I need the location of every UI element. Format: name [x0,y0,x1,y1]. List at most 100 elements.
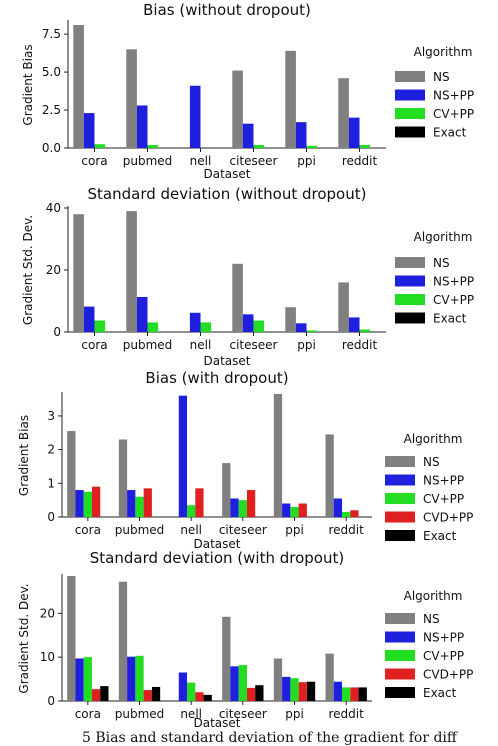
bar-cv-pp-pubmed [147,322,159,332]
bar-ns-ppi [273,394,283,517]
chart-title: Standard deviation (without dropout) [88,185,367,203]
bar-cv-pp-nell [187,682,196,701]
bar-ns-reddit [325,653,334,701]
legend-label: CV+PP [433,293,474,307]
chart-title: Bias (without dropout) [143,1,311,19]
bar-exact-citeseer [255,685,264,701]
legend-label: NS+PP [423,631,464,645]
bar-ns-pp-citeseer [230,498,239,517]
bar-ns-pp-ppi [295,323,307,332]
bar-cv-pp-citeseer [238,500,247,517]
legend-swatch [395,108,425,119]
legend-label: NS [433,70,450,84]
x-tick-label: cora [81,338,107,352]
bar-cvd-pp-nell [195,692,204,701]
bar-ns-pp-cora [83,113,95,148]
bar-ns-pp-citeseer [242,314,254,332]
bar-ns-pp-nell [178,395,188,517]
chart-panel: Bias (with dropout) 0 1 2 3 Gradient Bias cora… [17,369,473,551]
bar-cvd-pp-reddit [350,687,359,701]
chart-title: Standard deviation (with dropout) [90,549,344,567]
bar-ns-cora [73,25,84,148]
legend-label: NS+PP [423,474,464,488]
bar-ns-cora [67,576,76,701]
legend-label: NS [423,612,440,626]
legend-title: Algorithm [404,432,463,446]
bar-ns-pp-reddit [333,498,343,517]
legend-title: Algorithm [414,45,473,59]
x-tick-label: pubmed [115,707,165,721]
legend-swatch [395,294,425,305]
legend-label: Exact [433,312,467,326]
legend-swatch [385,687,415,698]
x-tick-label: pubmed [123,154,173,168]
y-tick-label: 40 [46,201,61,215]
y-axis-label: Gradient Std. Dev. [17,583,31,693]
x-axis-label: Dataset [194,537,241,551]
y-tick-label: 20 [46,263,61,277]
bar-cv-pp-nell [187,505,196,517]
x-tick-label: pubmed [123,338,173,352]
bar-ns-pp-reddit [333,681,343,701]
bar-exact-nell [203,694,212,701]
x-axis-label: Dataset [204,354,251,368]
legend-swatch [385,668,415,680]
bar-ns-cora [67,431,76,517]
bar-exact-reddit [358,687,367,701]
chart-panel: Standard deviation (without dropout) 0 20 4… [21,185,474,368]
bar-ns-citeseer [232,263,243,332]
bar-cv-pp-ppi [306,145,318,148]
bar-cv-pp-pubmed [147,144,159,148]
y-tick-label: 2 [47,443,55,457]
x-tick-label: ppi [285,523,304,537]
legend-swatch [385,511,415,523]
bar-cvd-pp-pubmed [143,690,152,701]
y-tick-label: 0 [47,694,55,708]
bar-ns-pp-ppi [295,122,307,148]
y-tick-label: 10 [40,650,55,664]
bar-cv-pp-ppi [290,678,299,701]
legend-swatch [395,71,425,82]
bar-ns-citeseer [222,463,231,517]
bar-ns-reddit [338,282,349,332]
x-tick-label: citeseer [230,154,278,168]
legend-swatch [385,613,415,624]
y-axis-label: Gradient Std. Dev. [21,215,35,325]
chart-panel: Bias (without dropout) 0.0 2.5 5.0 7.5 Gradie… [21,1,474,181]
bar-cv-pp-nell [200,322,212,332]
bar-ns-pp-ppi [282,503,291,517]
bar-cvd-pp-ppi [298,503,307,517]
bar-exact-ppi [306,681,316,701]
x-tick-label: reddit [329,707,365,721]
bar-cvd-pp-pubmed [143,488,152,517]
legend-label: CV+PP [433,107,474,121]
legend-swatch [395,312,425,324]
bar-ns-pp-pubmed [127,490,136,517]
y-tick-label: 3 [47,409,55,423]
legend-swatch [395,275,425,287]
bar-exact-pubmed [151,686,161,701]
bar-cv-pp-ppi [290,506,299,517]
bar-cv-pp-reddit [342,687,351,701]
y-tick-label: 2.5 [42,103,61,117]
x-tick-label: nell [190,338,212,352]
bar-ns-pp-pubmed [127,656,136,701]
x-tick-label: nell [180,707,202,721]
bar-ns-pp-pubmed [136,105,148,148]
bar-cv-pp-cora [83,657,92,701]
x-tick-label: citeseer [219,707,267,721]
legend-swatch [385,530,415,541]
chart-panels: Bias (without dropout) 0.0 2.5 5.0 7.5 Gradie… [17,1,474,730]
bar-ns-pubmed [126,211,137,332]
bar-ns-citeseer [232,70,243,148]
bar-cv-pp-cora [94,144,106,148]
x-tick-label: ppi [297,154,316,168]
y-tick-label: 5.0 [42,65,61,79]
legend-swatch [385,631,415,643]
bar-cv-pp-ppi [306,330,318,332]
bar-ns-pp-cora [75,490,84,517]
bar-ns-reddit [338,78,349,148]
bar-cvd-pp-reddit [350,510,359,517]
bar-ns-pp-pubmed [136,296,148,332]
legend-label: NS+PP [433,89,474,103]
